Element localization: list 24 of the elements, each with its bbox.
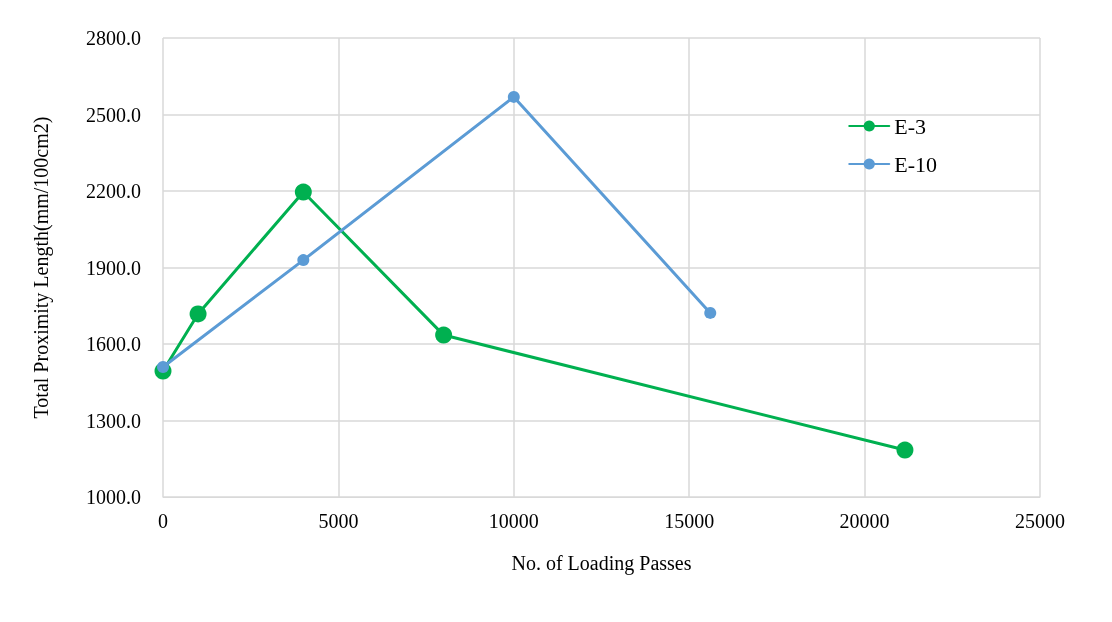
point xyxy=(435,326,453,344)
y-tick-label: 1600.0 xyxy=(86,333,141,355)
y-tick-label: 2800.0 xyxy=(86,27,141,49)
x-tick-label: 10000 xyxy=(488,510,539,532)
x-tick-label: 5000 xyxy=(318,510,359,532)
x-axis-title: No. of Loading Passes xyxy=(511,552,692,575)
y-tick-label: 1000.0 xyxy=(86,486,141,508)
point xyxy=(507,90,520,103)
point xyxy=(896,441,914,459)
y-tick-label: 1900.0 xyxy=(86,256,141,279)
y-tick-label: 1300.0 xyxy=(86,409,141,432)
point xyxy=(189,305,207,323)
y-axis-title: Total Proximity Length(mm/100cm2) xyxy=(30,116,53,419)
point xyxy=(294,183,312,201)
point xyxy=(297,254,310,267)
legend-label: E-10 xyxy=(894,151,937,177)
x-tick-label: 20000 xyxy=(839,510,890,532)
legend-label: E-3 xyxy=(894,113,926,139)
y-tick-label: 2200.0 xyxy=(86,180,141,202)
y-tick-label: 2500.0 xyxy=(86,103,141,126)
point xyxy=(704,306,717,319)
x-tick-label: 0 xyxy=(158,510,168,532)
x-tick-label: 25000 xyxy=(1015,510,1065,532)
x-tick-label: 15000 xyxy=(664,510,715,532)
